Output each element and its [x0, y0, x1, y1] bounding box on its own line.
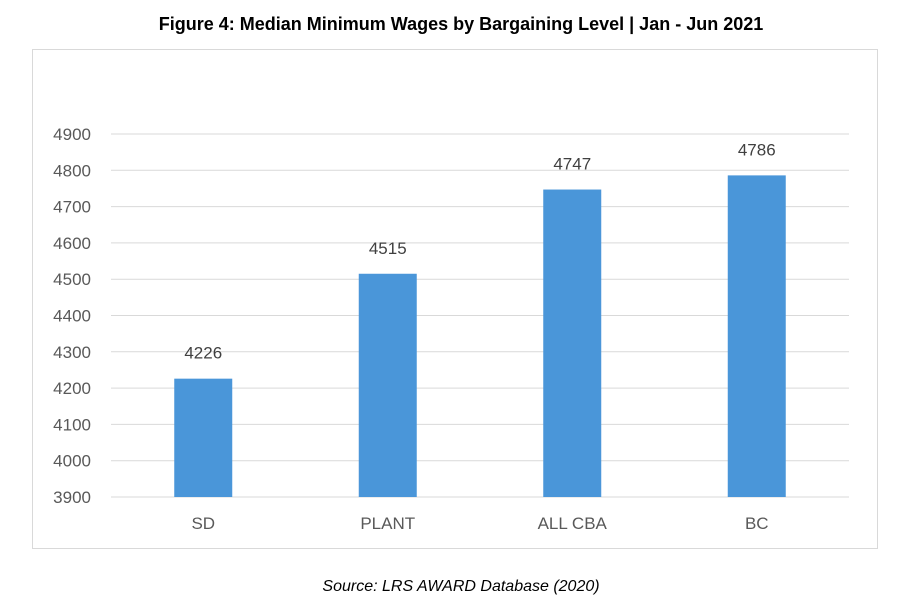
bar	[543, 189, 602, 497]
data-label: 4747	[553, 155, 591, 174]
bar-chart: 3900 4000 4100 4200 4300 4400 4500 4600 4700 4800…	[53, 125, 849, 533]
y-tick-label: 4200	[53, 379, 91, 398]
y-tick-label: 4100	[53, 415, 91, 434]
y-tick-label: 4300	[53, 343, 91, 362]
x-category-label: ALL CBA	[538, 514, 608, 533]
bar	[727, 175, 786, 497]
y-tick-label: 4600	[53, 234, 91, 253]
y-tick-label: 4800	[53, 161, 91, 180]
y-tick-label: 4900	[53, 125, 91, 144]
y-tick-label: 4500	[53, 270, 91, 289]
figure-title: Figure 4: Median Minimum Wages by Bargai…	[158, 14, 764, 34]
source-note: Source: LRS AWARD Database (2020)	[322, 578, 600, 595]
y-tick-label: 4700	[53, 198, 91, 217]
bar	[174, 378, 233, 497]
data-label: 4786	[738, 140, 776, 159]
y-tick-label: 3900	[53, 488, 91, 507]
x-category-label: SD	[191, 514, 215, 533]
chart-area: 3900 4000 4100 4200 4300 4400 4500 4600 4700 4800…	[32, 49, 878, 549]
data-label: 4515	[369, 239, 407, 258]
data-label: 4226	[184, 344, 222, 363]
x-category-label: BC	[745, 514, 769, 533]
y-tick-label: 4000	[53, 452, 91, 471]
bar	[358, 273, 417, 497]
x-category-label: PLANT	[360, 514, 415, 533]
y-tick-label: 4400	[53, 307, 91, 326]
